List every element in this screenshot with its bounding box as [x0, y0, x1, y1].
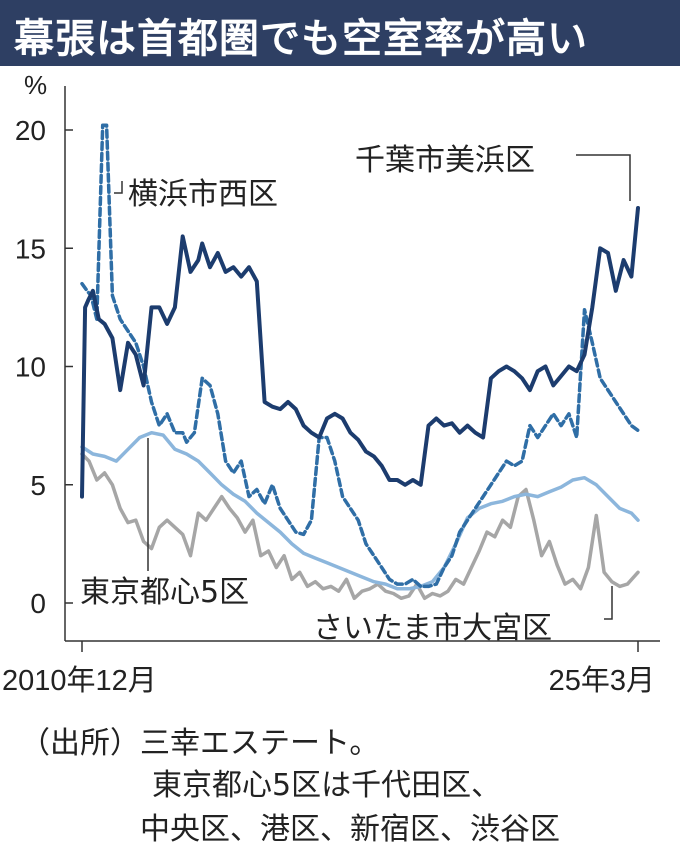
series-line-saitama — [80, 452, 640, 601]
leader-line-saitama — [604, 586, 613, 620]
series-label-saitama: さいたま市大宮区 — [313, 611, 552, 646]
y-tick-label: 0 — [30, 588, 46, 619]
title-bar: 幕張は首都圏でも空室率が高い — [0, 0, 680, 66]
x-tick-label-start: 2010年12月 — [2, 664, 157, 697]
y-tick-label: 20 — [15, 115, 46, 146]
y-tick-label: 10 — [15, 352, 46, 383]
x-tick-label-end: 25年3月 — [549, 664, 655, 697]
series-line-nishi — [80, 123, 640, 589]
y-unit-label: % — [24, 70, 47, 100]
y-tick-label: 5 — [30, 470, 46, 501]
series-line-tokyo5 — [80, 430, 640, 591]
source-note: （出所）三幸エステート。 — [20, 726, 380, 761]
y-tick-label: 15 — [15, 233, 46, 264]
axes: 0 5 10 15 20% 2010年12月 25年3月 — [2, 70, 660, 697]
series-label-tokyo5: 東京都心5区 — [80, 575, 249, 610]
series-label-mihama: 千葉市美浜区 — [355, 143, 535, 178]
line-chart: 0 5 10 15 20% 2010年12月 25年3月 千葉市美浜区横浜市西区東京都心5区… — [2, 70, 660, 697]
series-label-nishi: 横浜市西区 — [128, 177, 278, 212]
series-lines — [80, 123, 640, 601]
source-note-detail-2: 中央区、港区、新宿区、渋谷区 — [140, 812, 560, 847]
leader-line-mihama — [576, 154, 631, 201]
series-line-mihama — [80, 206, 640, 499]
chart-title: 幕張は首都圏でも空室率が高い — [14, 16, 588, 62]
source-note-detail-1: 東京都心5区は千代田区、 — [152, 768, 502, 803]
leader-line-nishi — [114, 181, 123, 194]
